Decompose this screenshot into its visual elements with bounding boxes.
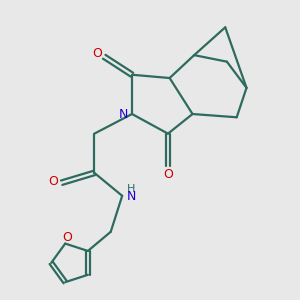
- Text: O: O: [49, 175, 58, 188]
- Text: O: O: [93, 47, 103, 60]
- Text: H: H: [127, 184, 136, 194]
- Text: O: O: [163, 168, 173, 181]
- Text: N: N: [127, 190, 136, 203]
- Text: O: O: [62, 230, 72, 244]
- Text: N: N: [119, 107, 128, 121]
